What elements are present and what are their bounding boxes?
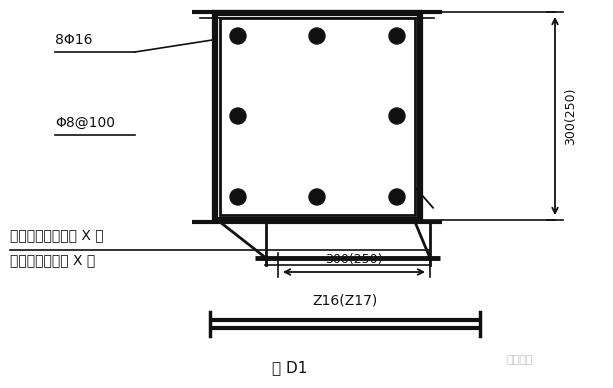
Text: 或工程洽商记录 X 号: 或工程洽商记录 X 号 (10, 253, 95, 267)
Bar (215, 13, 420, 220)
Text: 见设计变更通知单 X 号: 见设计变更通知单 X 号 (10, 228, 104, 242)
Circle shape (230, 108, 246, 124)
Circle shape (389, 189, 405, 205)
Circle shape (230, 28, 246, 44)
Circle shape (309, 28, 325, 44)
Text: Z16(Z17): Z16(Z17) (313, 294, 378, 308)
Circle shape (230, 189, 246, 205)
Bar (220, 18, 415, 215)
Text: 图 D1: 图 D1 (272, 360, 308, 376)
Text: 300(250): 300(250) (326, 253, 383, 265)
Text: Φ8@100: Φ8@100 (55, 116, 115, 130)
Circle shape (389, 108, 405, 124)
Text: 8Φ16: 8Φ16 (55, 33, 93, 47)
Circle shape (309, 189, 325, 205)
Circle shape (389, 28, 405, 44)
Text: 豆丁施工: 豆丁施工 (507, 355, 533, 365)
Text: 300(250): 300(250) (565, 87, 577, 145)
